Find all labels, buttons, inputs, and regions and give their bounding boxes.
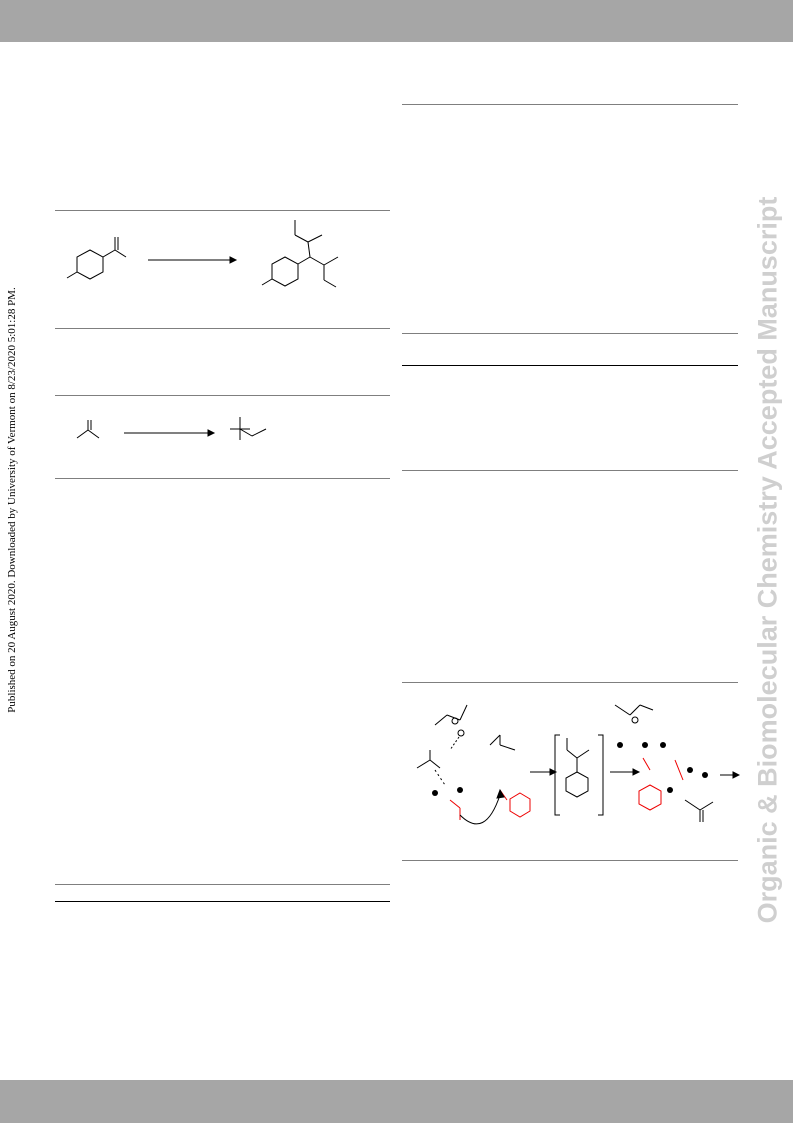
reaction-scheme <box>76 417 267 440</box>
watermark: Organic & Biomolecular Chemistry Accepte… <box>752 196 783 924</box>
rule <box>55 901 390 902</box>
rule <box>402 333 738 334</box>
rule <box>55 884 390 885</box>
reaction-scheme <box>66 220 339 288</box>
rule <box>402 365 738 366</box>
rule <box>402 104 738 105</box>
rule <box>55 478 390 479</box>
rule <box>402 682 738 683</box>
footer-bar <box>0 1080 793 1123</box>
header-bar <box>0 0 793 42</box>
rule <box>55 395 390 396</box>
rule <box>55 210 390 211</box>
mechanism-scheme <box>416 704 740 825</box>
side-note: Published on 20 August 2020. Downloaded … <box>6 287 18 713</box>
rule <box>55 328 390 329</box>
rule <box>402 860 738 861</box>
rule <box>402 470 738 471</box>
